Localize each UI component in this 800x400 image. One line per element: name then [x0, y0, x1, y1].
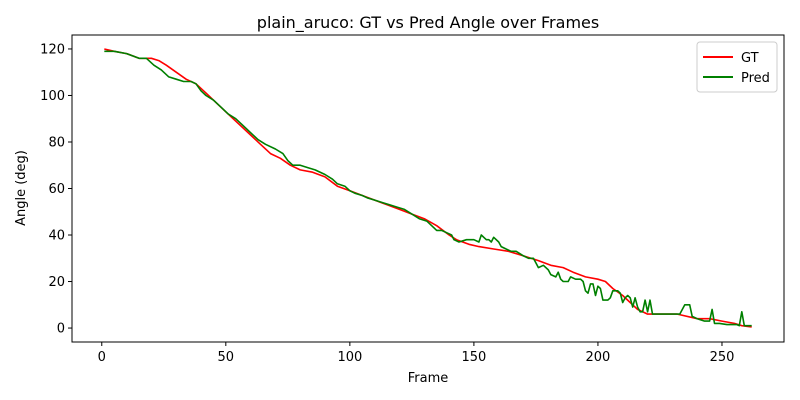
series-line-gt: [104, 48, 752, 328]
x-tick-label: 50: [218, 350, 235, 365]
y-tick-label: 0: [57, 322, 65, 337]
x-tick-label: 150: [461, 350, 486, 365]
y-tick-label: 120: [40, 42, 65, 57]
legend: GT Pred: [696, 41, 778, 93]
x-tick-label: 0: [98, 350, 106, 365]
x-axis-title: Frame: [408, 371, 449, 386]
y-axis-title: Angle (deg): [14, 150, 29, 226]
legend-label-pred: Pred: [741, 71, 770, 86]
legend-box: [696, 41, 778, 93]
x-tick-label: 100: [337, 350, 362, 365]
y-axis: 0 20 40 60 80 100 120: [40, 42, 72, 337]
plot-area: [104, 48, 752, 328]
x-axis: 0 50 100 150 200 250: [98, 342, 735, 365]
series-line-pred: [104, 50, 752, 327]
legend-label-gt: GT: [741, 51, 759, 66]
y-tick-label: 60: [48, 182, 65, 197]
x-tick-label: 200: [586, 350, 611, 365]
chart-title: plain_aruco: GT vs Pred Angle over Frame…: [257, 13, 599, 33]
y-tick-label: 40: [48, 229, 65, 244]
y-tick-label: 80: [48, 135, 65, 150]
x-tick-label: 250: [710, 350, 735, 365]
y-tick-label: 100: [40, 89, 65, 104]
y-tick-label: 20: [48, 275, 65, 290]
